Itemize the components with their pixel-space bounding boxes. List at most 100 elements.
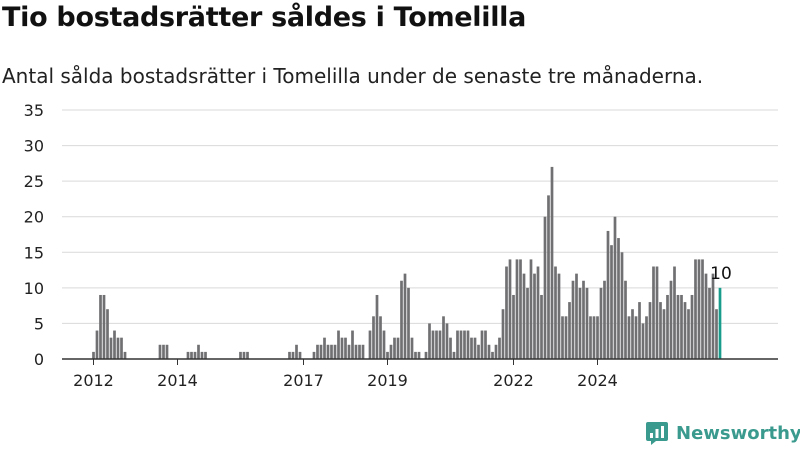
bar (599, 287, 603, 359)
bar (578, 287, 582, 359)
newsworthy-logo[interactable]: Newsworthy (645, 420, 800, 446)
bar (617, 238, 620, 359)
bar (326, 344, 330, 359)
x-tick-label: 2024 (577, 371, 618, 390)
bar (351, 330, 354, 359)
bar (669, 280, 673, 359)
bar (505, 266, 508, 359)
bar (582, 280, 585, 359)
y-tick-label: 25 (24, 172, 44, 191)
bar (547, 195, 550, 359)
bar (186, 351, 190, 359)
bar (473, 337, 477, 359)
bar (239, 351, 242, 359)
bar (575, 273, 578, 359)
bar (407, 287, 410, 359)
bar (312, 351, 316, 359)
bar (536, 266, 540, 359)
bar (295, 344, 298, 359)
x-tick-label: 2022 (493, 371, 534, 390)
y-tick-label: 35 (24, 101, 44, 120)
x-tick-label: 2014 (157, 371, 198, 390)
bar (697, 259, 701, 359)
bar (494, 344, 498, 359)
chart-title: Tio bostadsrätter såldes i Tomelilla (2, 2, 527, 33)
bar (694, 259, 697, 359)
bar (396, 337, 400, 359)
bar (498, 337, 501, 359)
y-tick-label: 30 (24, 137, 44, 156)
x-tick-label: 2012 (73, 371, 114, 390)
bar (361, 344, 365, 359)
bar (386, 351, 389, 359)
bar (452, 351, 456, 359)
bar (673, 266, 676, 359)
bar (323, 337, 326, 359)
bar (655, 266, 659, 359)
bar (435, 330, 438, 359)
bar (627, 316, 631, 359)
bar (442, 316, 445, 359)
bar (193, 351, 197, 359)
bar (368, 330, 372, 359)
bar (508, 259, 512, 359)
bar (564, 316, 568, 359)
bar (610, 245, 613, 359)
y-tick-label: 15 (24, 243, 44, 262)
bar (431, 330, 435, 359)
bar (120, 337, 123, 359)
bar (158, 344, 162, 359)
bar-highlight (718, 287, 722, 359)
bar (382, 330, 386, 359)
bar (585, 287, 589, 359)
bar (242, 351, 246, 359)
bar (340, 337, 344, 359)
bar (550, 166, 554, 359)
chart-subtitle: Antal sålda bostadsrätter i Tomelilla un… (2, 64, 704, 88)
bar (512, 294, 515, 359)
bar (466, 330, 470, 359)
bar (687, 309, 690, 359)
brand-name: Newsworthy (676, 422, 800, 444)
bar (690, 294, 694, 359)
bar (561, 316, 564, 359)
bar (445, 323, 449, 359)
bar (463, 330, 466, 359)
bar (487, 344, 491, 359)
bar (319, 344, 323, 359)
bar (102, 294, 106, 359)
bar (449, 337, 452, 359)
bar (624, 280, 627, 359)
bar (704, 273, 708, 359)
bar (683, 302, 687, 359)
bar (701, 259, 704, 359)
x-tick-label: 2019 (367, 371, 408, 390)
bar (344, 337, 347, 359)
bar (162, 344, 165, 359)
bar (522, 273, 526, 359)
bar (540, 294, 543, 359)
bar (113, 330, 116, 359)
bar (596, 316, 599, 359)
bar (501, 309, 505, 359)
last-value-label: 10 (710, 264, 732, 284)
bar (288, 351, 291, 359)
bar (337, 330, 340, 359)
x-tick-label: 2017 (283, 371, 324, 390)
y-tick-label: 20 (24, 208, 44, 227)
bar (200, 351, 204, 359)
bar (519, 259, 522, 359)
bar (652, 266, 655, 359)
bar (676, 294, 680, 359)
bar (631, 309, 634, 359)
bar (92, 351, 95, 359)
bar (715, 309, 718, 359)
bar (372, 316, 375, 359)
bar (613, 216, 617, 359)
bar (99, 294, 102, 359)
bar (515, 259, 519, 359)
bar (424, 351, 428, 359)
bar (410, 337, 414, 359)
bar (526, 287, 529, 359)
bar (333, 344, 337, 359)
